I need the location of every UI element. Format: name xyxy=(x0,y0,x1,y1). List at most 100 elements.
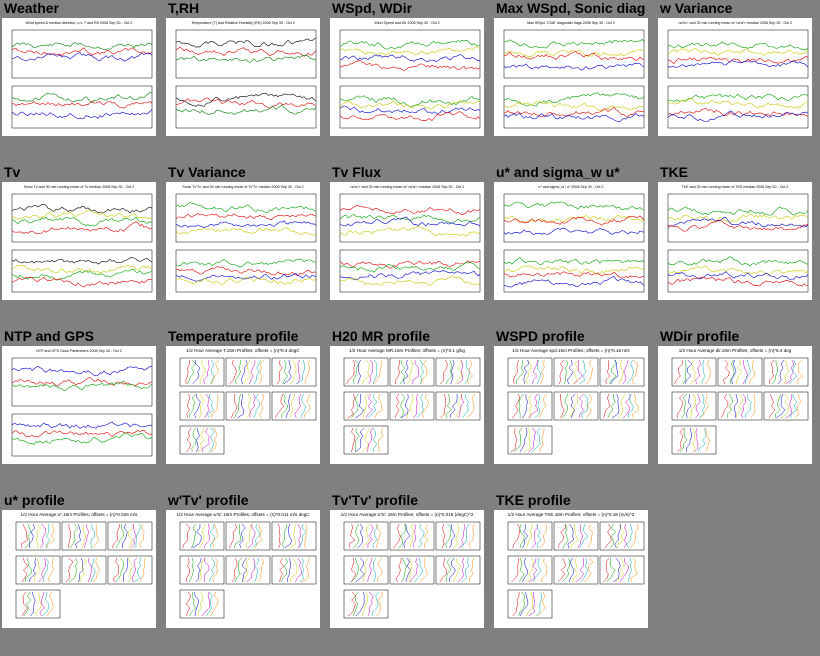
plot-thumbnail-u-profile[interactable]: 1/2 Hour Average u*.16m Profiles; offset… xyxy=(2,510,156,628)
plot-image: Sonic Tv'Tv' and 30 min running mean of … xyxy=(175,185,317,293)
plot-frame xyxy=(339,193,481,243)
plot-trace xyxy=(409,557,419,583)
plot-thumbnail-ntp-and-gps[interactable]: NTP and GPS Clock Parameters 2008 Sep 30… xyxy=(2,346,156,464)
plot-trace xyxy=(531,524,538,549)
plot-trace xyxy=(667,217,809,228)
plot-frame xyxy=(671,425,717,455)
plot-trace xyxy=(750,393,756,419)
plot-trace xyxy=(679,427,688,453)
plot-trace xyxy=(536,523,542,549)
plot-trace xyxy=(204,557,210,583)
plot-frame xyxy=(763,391,809,421)
plot-trace xyxy=(209,523,215,549)
plot-trace xyxy=(537,591,546,617)
plot-trace xyxy=(175,266,317,277)
plot-trace xyxy=(570,523,579,549)
plot-thumbnail-wspd-wdir[interactable]: Wind Speed and Dir 2008 Sep 30 - Oct 2 xyxy=(330,18,484,136)
plot-trace xyxy=(34,591,42,617)
plot-trace xyxy=(374,393,383,419)
plot-trace xyxy=(367,427,373,453)
plot-trace xyxy=(536,359,542,385)
plot-trace xyxy=(575,557,584,583)
plot-thumbnail-tke-profile[interactable]: 1/2 Hour Average TKE.16m Profiles; offse… xyxy=(494,510,648,628)
plot-trace xyxy=(674,359,683,385)
plot-trace xyxy=(283,359,292,385)
plot-trace xyxy=(503,51,645,61)
panel-t-rh: T,RH Temperature (T) and Relative Humidit… xyxy=(166,0,329,163)
panel-tke: TKE TKE and 30 min running mean of TKE me… xyxy=(658,164,820,327)
plot-thumbnail-tv-flux[interactable]: <w'tc'> and 30 min running mean of <w'tc… xyxy=(330,182,484,300)
plot-frame xyxy=(11,249,153,293)
plot-trace xyxy=(48,557,54,583)
plot-trace xyxy=(276,359,283,385)
plot-trace xyxy=(695,359,702,385)
plot-trace xyxy=(503,227,645,236)
plot-thumbnail-weather[interactable]: Wind speed & median direction, u,v, T an… xyxy=(2,18,156,136)
plot-trace xyxy=(735,393,743,419)
plot-image: 1/2 Hour Average T.16m Profiles; offsets… xyxy=(179,348,317,455)
plot-thumbnail-t-rh[interactable]: Temperature (T) and Relative Humidity (R… xyxy=(166,18,320,136)
plot-trace xyxy=(452,523,460,549)
plot-trace xyxy=(212,557,219,583)
plot-trace xyxy=(604,523,612,549)
plot-trace xyxy=(409,557,413,583)
plot-trace xyxy=(520,591,529,617)
plot-trace xyxy=(630,523,639,549)
plot-thumbnail-wspd-profile[interactable]: 1/2 Hour Average spd.16m Profiles; offse… xyxy=(494,346,648,464)
plot-thumbnail-tv[interactable]: Sonic Tv and 30 min running mean of Tv m… xyxy=(2,182,156,300)
plot-trace xyxy=(254,523,263,549)
plot-frame xyxy=(507,391,553,421)
plot-trace xyxy=(195,427,200,453)
plot-trace xyxy=(667,98,809,109)
plot-thumbnail-max-wspd-sonic-diag[interactable]: Max WSpd, CSAT diagnostic flags 2008 Sep… xyxy=(494,18,648,136)
plot-frame xyxy=(343,357,389,387)
plot-trace xyxy=(627,393,634,419)
plot-trace xyxy=(403,359,409,385)
plot-trace xyxy=(570,393,576,419)
plot-trace xyxy=(528,591,535,617)
plot-trace xyxy=(541,557,548,583)
plot-trace xyxy=(372,359,378,385)
plot-thumbnail-u-and-sigma-w-u[interactable]: u* and sigma_w / u* 2008 Sep 30 - Oct 2 xyxy=(494,182,648,300)
plot-thumbnail-tv-variance[interactable]: Sonic Tv'Tv' and 30 min running mean of … xyxy=(166,182,320,300)
plot-trace xyxy=(209,591,219,617)
plot-trace xyxy=(569,393,579,419)
panel-title: Tv'Tv' profile xyxy=(332,492,419,508)
plot-trace xyxy=(558,359,564,385)
plot-thumbnail-tke[interactable]: TKE and 30 min running mean of TKE media… xyxy=(658,182,812,300)
plot-trace xyxy=(211,359,219,385)
plot-trace xyxy=(122,523,128,549)
plot-trace xyxy=(584,557,594,583)
plot-trace xyxy=(203,523,211,549)
plot-trace xyxy=(704,359,711,385)
plot-thumbnail-temperature-profile[interactable]: 1/2 Hour Average T.16m Profiles; offsets… xyxy=(166,346,320,464)
plot-frame xyxy=(179,555,225,585)
plot-frame xyxy=(175,249,317,293)
plot-trace xyxy=(339,270,481,281)
plot-trace xyxy=(36,523,42,549)
plot-trace xyxy=(347,393,356,419)
panel-title: T,RH xyxy=(168,0,200,16)
plot-thumbnail-w-tv-profile[interactable]: 1/2 Hour Average w'tc'.16m Profiles; off… xyxy=(166,510,320,628)
plot-trace xyxy=(523,359,530,385)
plot-thumbnail-wdir-profile[interactable]: 1/2 Hour Average dir.16m Profiles; offse… xyxy=(658,346,812,464)
plot-trace xyxy=(90,523,96,549)
plot-frame xyxy=(343,521,389,551)
plot-trace xyxy=(253,393,260,419)
plot-trace xyxy=(692,427,696,453)
plot-trace xyxy=(398,523,406,549)
panel-title: WDir profile xyxy=(660,328,740,344)
plot-frame xyxy=(179,391,225,421)
panel-h20-mr-profile: H20 MR profile 1/2 Hour Average MR.16m Pr… xyxy=(330,328,493,491)
plot-trace xyxy=(562,557,570,583)
plot-frame xyxy=(507,589,553,619)
plot-trace xyxy=(131,557,138,583)
plot-trace xyxy=(139,523,145,549)
plot-frame xyxy=(667,29,809,79)
plot-thumbnail-w-variance[interactable]: <w'w'> and 30 min running mean of <w'w'>… xyxy=(658,18,812,136)
plot-trace xyxy=(352,591,359,617)
plot-thumbnail-tv-tv-profile[interactable]: 1/2 Hour Average tc'tc'.16m Profiles; of… xyxy=(330,510,484,628)
plot-trace xyxy=(280,557,288,583)
plot-trace xyxy=(368,393,378,419)
plot-thumbnail-h20-mr-profile[interactable]: 1/2 Hour Average MR.16m Profiles; offset… xyxy=(330,346,484,464)
